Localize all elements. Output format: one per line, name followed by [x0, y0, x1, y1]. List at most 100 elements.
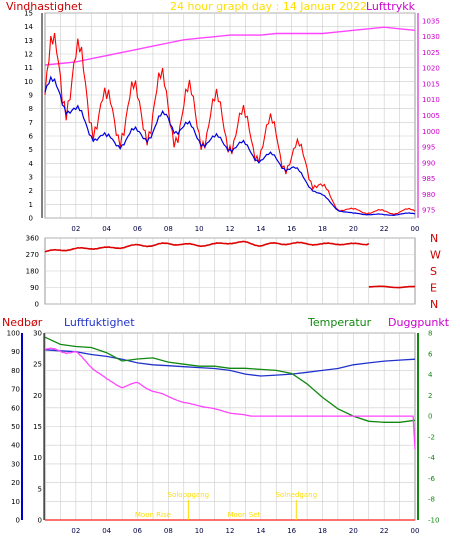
precip-y-tick: 5 [38, 485, 42, 493]
moonset-label: Moon Set [227, 511, 260, 519]
wind-y-tick: 3 [29, 174, 33, 182]
humidity-y-tick: 10 [11, 498, 20, 506]
x-tick-label-top: 18 [318, 225, 327, 233]
direction-line-low [368, 285, 416, 289]
dewpoint-label: Duggpunkt [388, 316, 450, 329]
humidity-y-tick: 80 [11, 367, 20, 375]
humidity-y-tick: 30 [11, 460, 20, 468]
x-tick-label-bottom: 04 [102, 527, 111, 535]
x-tick-label-bottom: 06 [133, 527, 142, 535]
x-tick-label-bottom: 22 [380, 527, 389, 535]
temperature-y-tick: -10 [428, 517, 439, 525]
wind-y-tick: 12 [24, 51, 33, 59]
humidity-y-tick: 100 [7, 330, 20, 338]
pressure-y-tick: 1015 [422, 80, 440, 88]
pressure-y-tick: 990 [422, 159, 435, 167]
x-tick-label-bottom: 14 [256, 527, 265, 535]
wind-y-tick: 14 [24, 23, 33, 31]
direction-y-tick: 0 [35, 301, 39, 309]
pressure-y-tick: 980 [422, 191, 435, 199]
wind-y-tick: 15 [24, 10, 33, 18]
precip-y-tick: 15 [33, 423, 42, 431]
series [44, 26, 416, 521]
pressure-y-tick: 985 [422, 175, 435, 183]
temperature-y-tick: 8 [428, 330, 432, 338]
compass-label: W [430, 249, 441, 262]
compass-label: N [430, 232, 438, 245]
pressure-y-tick: 1005 [422, 112, 440, 120]
temperature-y-tick: -4 [428, 454, 436, 462]
direction-y-tick: 180 [26, 268, 39, 276]
temperature-y-tick: 6 [428, 350, 433, 358]
pressure-y-tick: 1020 [422, 65, 440, 73]
wind-y-tick: 10 [24, 78, 33, 86]
temperature-y-tick: -2 [428, 433, 435, 441]
wind-speed-line [44, 32, 416, 216]
temperature-y-tick: 0 [428, 413, 432, 421]
temperature-y-tick: -8 [428, 496, 435, 504]
pressure-y-tick: 1010 [422, 96, 440, 104]
humidity-y-tick: 70 [11, 386, 20, 394]
wind-y-tick: 1 [29, 201, 33, 209]
wind-average-line [44, 75, 416, 217]
humidity-y-tick: 20 [11, 479, 20, 487]
wind-y-tick: 7 [29, 119, 33, 127]
x-tick-label-bottom: 20 [349, 527, 358, 535]
pressure-y-tick: 995 [422, 144, 435, 152]
x-tick-label-bottom: 10 [195, 527, 204, 535]
precip-y-tick: 20 [33, 392, 42, 400]
precip-y-tick: 0 [38, 517, 42, 525]
precip-y-tick: 30 [33, 330, 42, 338]
x-tick-label-top: 16 [287, 225, 296, 233]
sunrise-label: Soloppgang [168, 491, 209, 499]
x-tick-label-top: 22 [380, 225, 389, 233]
precip-y-tick: 25 [33, 361, 42, 369]
x-tick-label-top: 10 [195, 225, 204, 233]
precip-label: Nedbør [2, 316, 43, 329]
direction-y-tick: 360 [26, 235, 39, 243]
pressure-y-tick: 1025 [422, 49, 440, 57]
compass-label: N [430, 298, 438, 311]
gridlines [45, 12, 415, 521]
wind-y-tick: 4 [29, 160, 34, 168]
x-tick-label-bottom: 00 [411, 527, 420, 535]
x-tick-label-bottom: 18 [318, 527, 327, 535]
sun-moon-events: Soloppgang Solnedgang Moon Rise Moon Set [135, 491, 317, 520]
pressure-label: Lufttrykk [366, 0, 416, 13]
pressure-y-tick: 1000 [422, 128, 440, 136]
humidity-label: Luftfuktighet [64, 316, 135, 329]
temperature-label: Temperatur [307, 316, 372, 329]
wind-y-tick: 2 [29, 187, 33, 195]
x-tick-label-top: 04 [102, 225, 111, 233]
pressure-line [44, 26, 416, 66]
temperature-y-tick: 4 [428, 371, 433, 379]
direction-y-tick: 270 [26, 251, 39, 259]
x-tick-label-top: 20 [349, 225, 358, 233]
direction-line [44, 240, 370, 253]
x-tick-label-bottom: 08 [164, 527, 173, 535]
wind-y-tick: 6 [29, 133, 34, 141]
wind-speed-label: Vindhastighet [6, 0, 83, 13]
humidity-y-tick: 50 [11, 423, 20, 431]
humidity-y-tick: 90 [11, 348, 20, 356]
chart-title: 24 hour graph day : 14 Januar 2022 [170, 0, 367, 13]
wind-y-tick: 0 [29, 215, 33, 223]
x-tick-label-top: 02 [71, 225, 80, 233]
pressure-y-tick: 1035 [422, 17, 440, 25]
x-tick-label-top: 00 [411, 225, 420, 233]
x-tick-label-top: 08 [164, 225, 173, 233]
wind-y-tick: 13 [24, 37, 33, 45]
pressure-y-tick: 975 [422, 207, 435, 215]
x-tick-label-bottom: 16 [287, 527, 296, 535]
x-tick-label-bottom: 12 [226, 527, 235, 535]
precip-y-tick: 10 [33, 454, 42, 462]
x-tick-label-bottom: 02 [71, 527, 80, 535]
x-tick-label-top: 14 [256, 225, 265, 233]
humidity-line [44, 349, 416, 377]
sunset-label: Solnedgang [276, 491, 317, 499]
wind-y-tick: 8 [29, 105, 33, 113]
x-tick-label-top: 12 [226, 225, 235, 233]
humidity-y-tick: 40 [11, 442, 20, 450]
temperature-y-tick: 2 [428, 392, 432, 400]
